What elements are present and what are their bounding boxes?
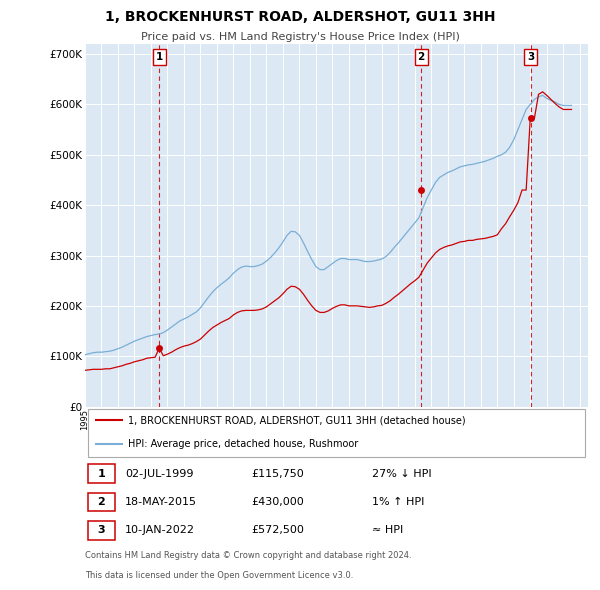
Text: 3: 3: [98, 525, 105, 535]
Text: 02-JUL-1999: 02-JUL-1999: [125, 468, 194, 478]
FancyBboxPatch shape: [88, 409, 586, 457]
FancyBboxPatch shape: [88, 493, 115, 512]
Text: 1: 1: [97, 468, 105, 478]
Text: 3: 3: [527, 52, 535, 62]
Text: 1% ↑ HPI: 1% ↑ HPI: [372, 497, 424, 507]
Text: 2: 2: [97, 497, 105, 507]
Text: £572,500: £572,500: [251, 525, 304, 535]
Text: 18-MAY-2015: 18-MAY-2015: [125, 497, 197, 507]
Text: Contains HM Land Registry data © Crown copyright and database right 2024.: Contains HM Land Registry data © Crown c…: [85, 551, 412, 560]
Text: Price paid vs. HM Land Registry's House Price Index (HPI): Price paid vs. HM Land Registry's House …: [140, 32, 460, 42]
Text: 1, BROCKENHURST ROAD, ALDERSHOT, GU11 3HH (detached house): 1, BROCKENHURST ROAD, ALDERSHOT, GU11 3H…: [128, 415, 466, 425]
FancyBboxPatch shape: [88, 521, 115, 540]
Text: £115,750: £115,750: [251, 468, 304, 478]
Text: 2: 2: [418, 52, 425, 62]
Text: £430,000: £430,000: [251, 497, 304, 507]
Text: 10-JAN-2022: 10-JAN-2022: [125, 525, 195, 535]
Text: ≈ HPI: ≈ HPI: [372, 525, 403, 535]
Text: 1: 1: [155, 52, 163, 62]
Text: 27% ↓ HPI: 27% ↓ HPI: [372, 468, 431, 478]
Text: 1, BROCKENHURST ROAD, ALDERSHOT, GU11 3HH: 1, BROCKENHURST ROAD, ALDERSHOT, GU11 3H…: [105, 10, 495, 24]
FancyBboxPatch shape: [88, 464, 115, 483]
Text: HPI: Average price, detached house, Rushmoor: HPI: Average price, detached house, Rush…: [128, 440, 358, 450]
Text: This data is licensed under the Open Government Licence v3.0.: This data is licensed under the Open Gov…: [85, 571, 353, 580]
